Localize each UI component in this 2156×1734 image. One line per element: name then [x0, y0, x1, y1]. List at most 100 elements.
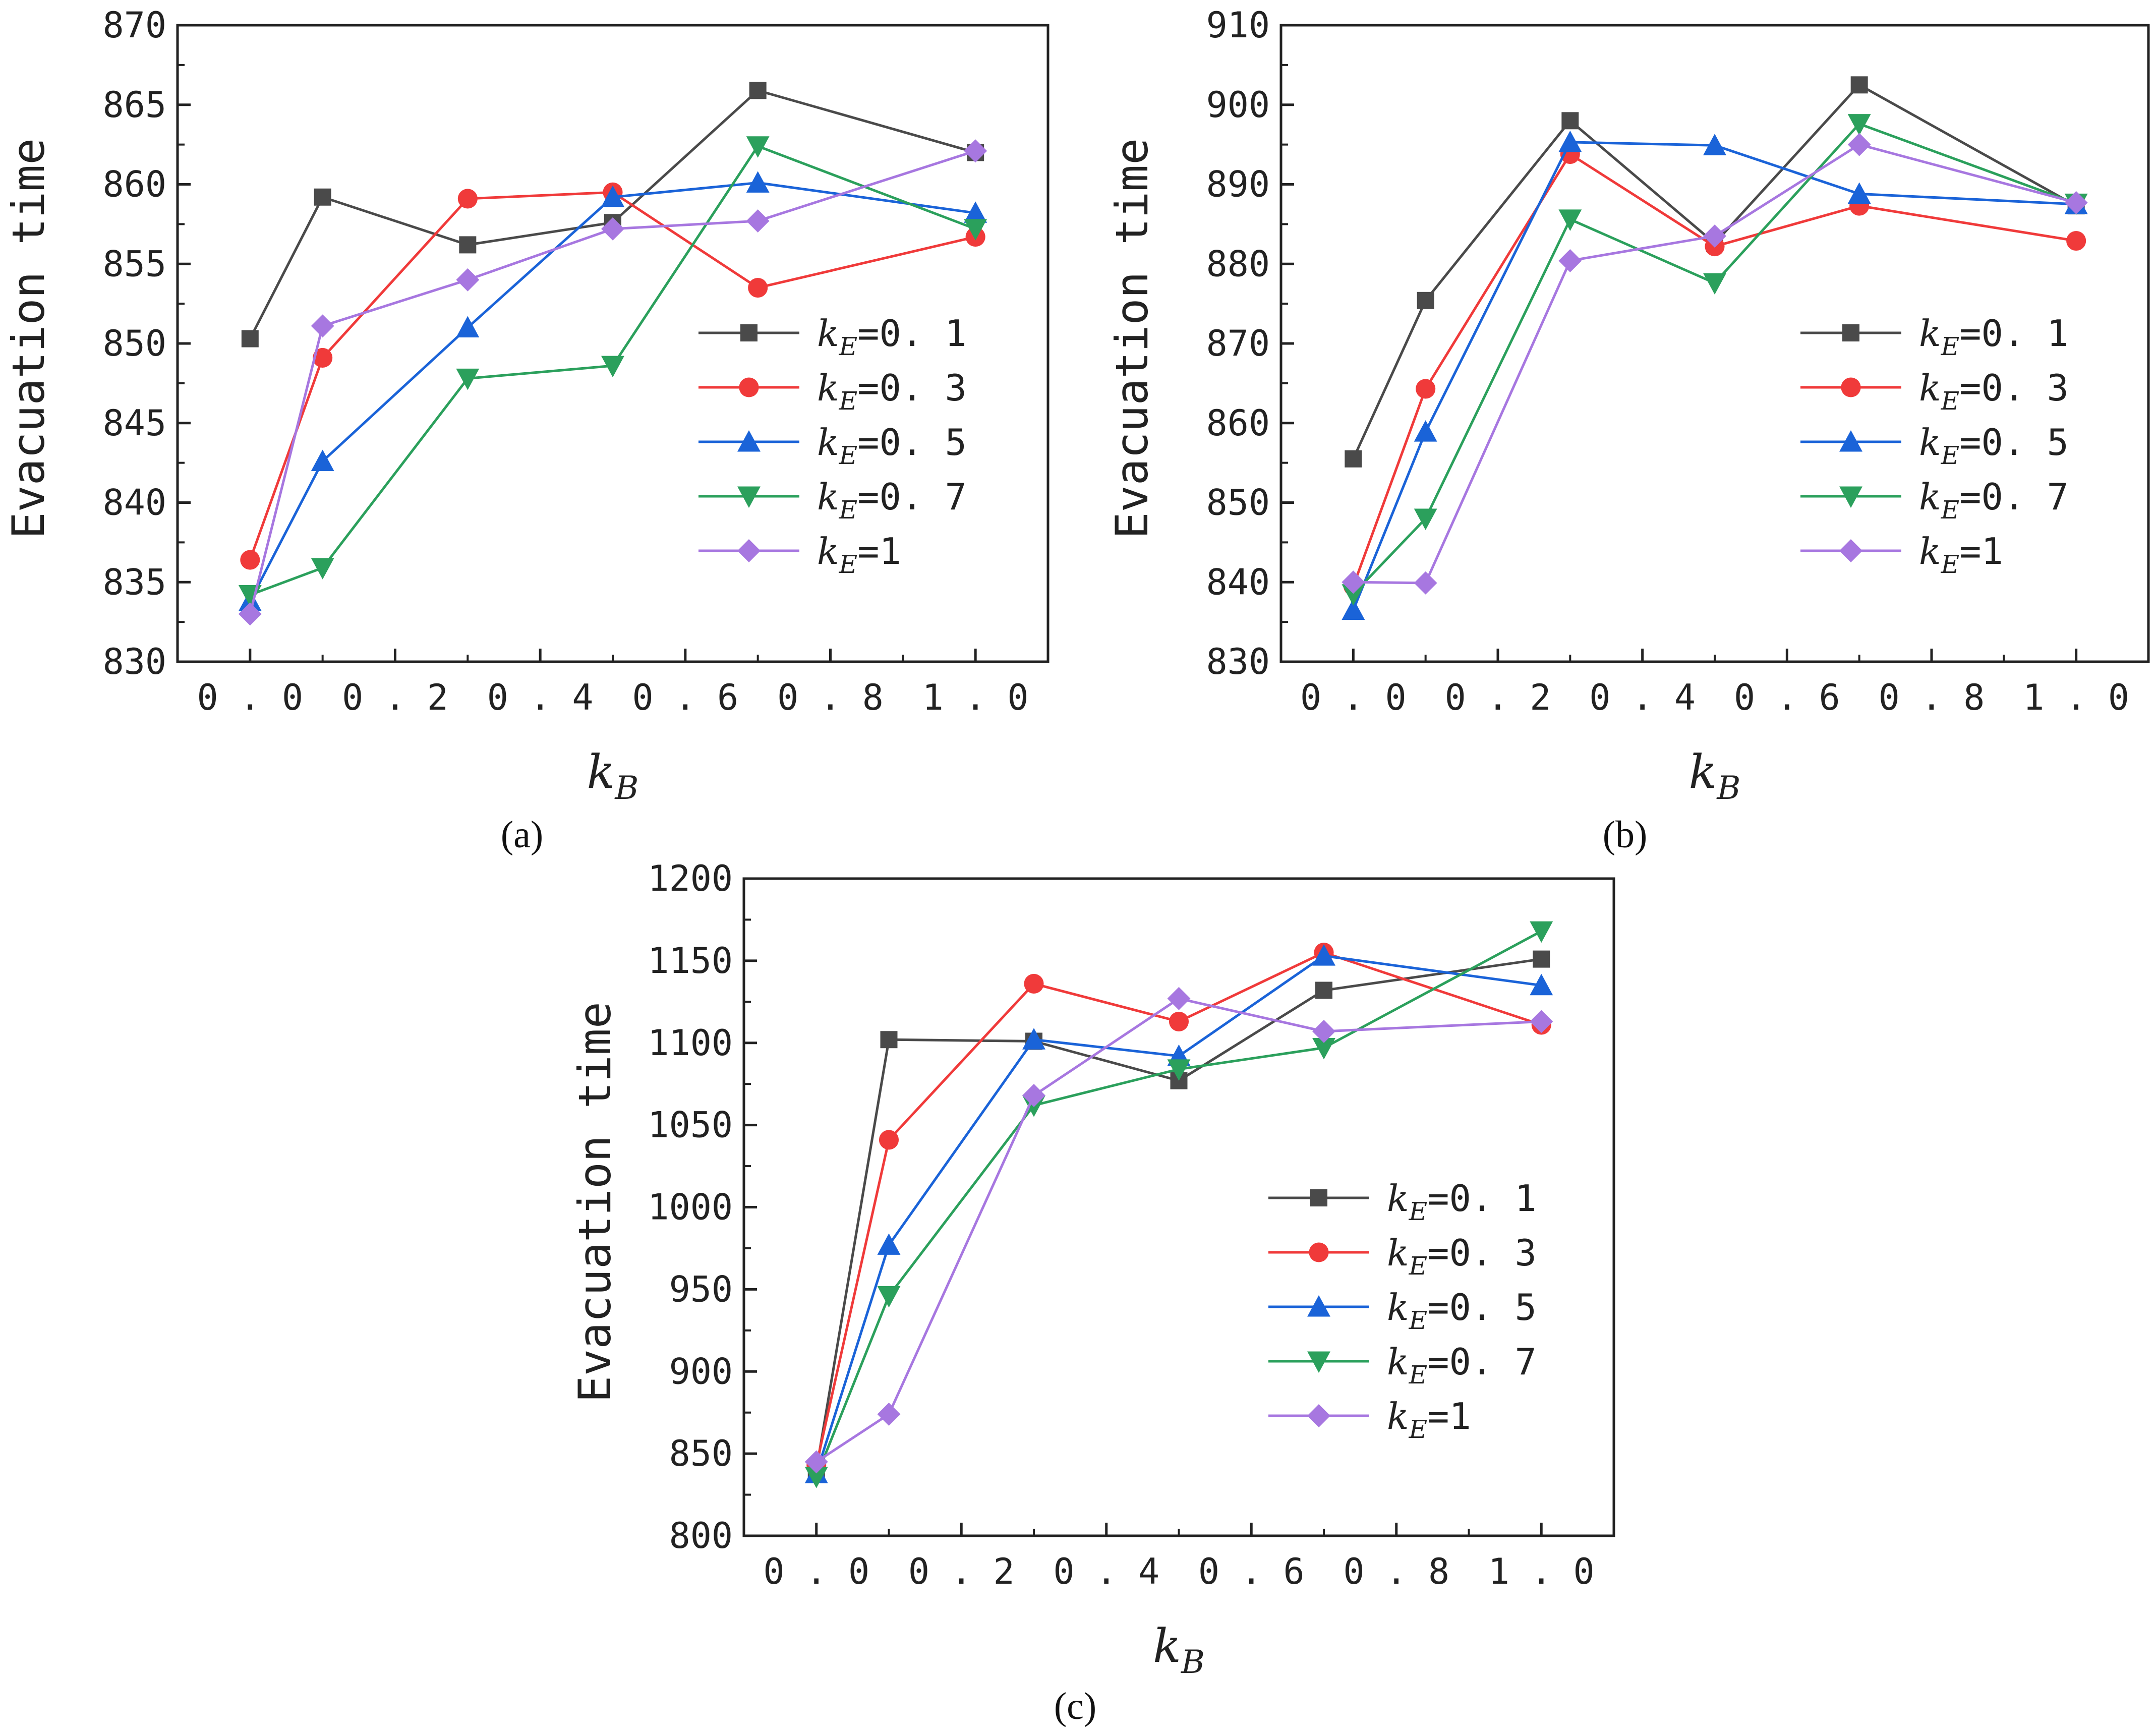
data-point-kE=0.5	[1342, 598, 1365, 620]
y-axis-label: Evacuation time	[1106, 138, 1158, 539]
y-tick-label: 1200	[648, 858, 733, 899]
data-point-kE=0.5	[1703, 134, 1726, 155]
x-axis-label: kB	[1153, 1619, 1205, 1681]
legend-marker	[1839, 539, 1862, 562]
y-tick-label: 1150	[648, 940, 733, 981]
data-point-kE=1	[1312, 1019, 1335, 1043]
y-tick-label: 850	[103, 323, 166, 364]
x-axis-label: kB	[1689, 745, 1741, 807]
data-point-kE=0.3	[879, 1130, 899, 1150]
x-tick-label: 0 . 4	[1589, 677, 1696, 718]
series-line-kE=0.1	[815, 958, 1542, 1471]
y-tick-label: 880	[1206, 243, 1270, 284]
x-tick-label: 0 . 8	[1343, 1551, 1449, 1592]
data-point-kE=0.7	[1558, 209, 1582, 231]
y-tick-label: 850	[1206, 482, 1270, 524]
legend-marker	[1307, 1404, 1330, 1427]
y-axis-label: Evacuation time	[3, 138, 54, 539]
y-tick-label: 870	[103, 5, 166, 46]
legend-label: kE=0. 1	[817, 312, 967, 361]
data-point-kE=0.7	[1342, 584, 1365, 606]
legend-label: kE=0. 1	[1919, 312, 2069, 361]
x-tick-label: 1 . 0	[922, 677, 1029, 718]
data-point-kE=1	[456, 268, 480, 292]
series-line-kE=1	[1353, 143, 2077, 585]
data-point-kE=0.1	[1533, 950, 1550, 968]
legend-label: kE=0. 7	[1387, 1341, 1537, 1390]
data-point-kE=0.3	[240, 550, 260, 570]
legend-marker	[1839, 430, 1862, 452]
data-point-kE=0.5	[1558, 130, 1582, 152]
y-tick-label: 1000	[648, 1187, 733, 1228]
data-point-kE=0.5	[456, 316, 480, 337]
y-axis-label: Evacuation time	[569, 1002, 621, 1403]
y-tick-label: 900	[1206, 84, 1270, 126]
data-point-kE=0.7	[456, 368, 480, 390]
legend-label: kE=1	[1919, 530, 2003, 579]
data-point-kE=0.5	[746, 171, 770, 193]
y-tick-label: 850	[669, 1433, 733, 1474]
data-point-kE=0.7	[1312, 1038, 1335, 1060]
data-point-kE=0.1	[459, 236, 477, 254]
legend-marker	[1309, 1242, 1329, 1262]
data-point-kE=0.7	[311, 558, 334, 580]
x-tick-label: 0 . 0	[763, 1551, 869, 1592]
data-point-kE=0.7	[1703, 273, 1726, 295]
y-tick-label: 855	[103, 243, 166, 284]
x-tick-label: 0 . 2	[908, 1551, 1015, 1592]
x-tick-label: 0 . 6	[1734, 677, 1840, 718]
legend-label: kE=0. 3	[817, 367, 967, 416]
data-point-kE=0.5	[1414, 420, 1437, 442]
y-tick-label: 830	[1206, 641, 1270, 682]
data-point-kE=1	[746, 209, 770, 233]
series-line-kE=0.1	[1352, 83, 2077, 459]
x-tick-label: 0 . 4	[487, 677, 594, 718]
data-point-kE=1	[311, 314, 334, 338]
data-point-kE=0.1	[749, 82, 767, 99]
legend-label: kE=0. 7	[1919, 476, 2069, 525]
legend-marker	[737, 539, 761, 562]
x-tick-label: 0 . 4	[1053, 1551, 1159, 1592]
data-point-kE=0.5	[1022, 1028, 1045, 1050]
legend-marker	[1307, 1295, 1330, 1317]
y-tick-label: 800	[669, 1515, 733, 1556]
legend-label: kE=0. 1	[1387, 1177, 1537, 1226]
data-point-kE=1	[1022, 1084, 1045, 1107]
data-point-kE=0.3	[313, 348, 333, 368]
data-point-kE=1	[877, 1402, 901, 1426]
data-point-kE=0.5	[964, 201, 987, 223]
data-point-kE=0.1	[314, 188, 331, 206]
data-point-kE=1	[2064, 191, 2088, 214]
legend-label: kE=0. 3	[1919, 367, 2069, 416]
data-point-kE=0.1	[1561, 112, 1579, 130]
data-point-kE=0.5	[1530, 973, 1553, 996]
data-point-kE=0.7	[1167, 1059, 1191, 1081]
data-point-kE=0.7	[1847, 114, 1871, 136]
legend-label: kE=0. 5	[1387, 1286, 1537, 1335]
x-tick-label: 0 . 0	[1300, 677, 1407, 718]
data-point-kE=1	[238, 602, 262, 626]
data-point-kE=0.5	[877, 1233, 901, 1255]
data-point-kE=0.1	[880, 1031, 898, 1049]
x-tick-label: 0 . 6	[632, 677, 738, 718]
x-tick-label: 0 . 0	[197, 677, 303, 718]
series-line-kE=0.5	[1352, 141, 2076, 611]
data-point-kE=0.5	[1847, 182, 1871, 204]
chart-panel-b: 830 840 850 860 870 880 890 900 910 0 . 0 0 . 2 0 .…	[1106, 5, 2150, 807]
series-line-kE=0.3	[1352, 152, 2077, 587]
legend-marker	[1310, 1189, 1327, 1206]
legend-label: kE=0. 3	[1387, 1232, 1537, 1281]
data-point-kE=1	[804, 1450, 828, 1474]
y-tick-label: 950	[669, 1268, 733, 1310]
y-tick-label: 840	[1206, 561, 1270, 603]
y-tick-label: 860	[1206, 402, 1270, 444]
x-tick-label: 0 . 2	[1445, 677, 1551, 718]
legend-marker	[1307, 1351, 1330, 1373]
series-line-kE=0.7	[1352, 122, 2077, 595]
data-point-kE=0.5	[601, 185, 624, 207]
data-point-kE=0.7	[746, 136, 770, 158]
series-line-kE=0.7	[249, 144, 976, 596]
series-line-kE=0.3	[249, 191, 976, 560]
data-point-kE=0.3	[748, 278, 768, 298]
legend-label: kE=1	[1387, 1395, 1471, 1444]
